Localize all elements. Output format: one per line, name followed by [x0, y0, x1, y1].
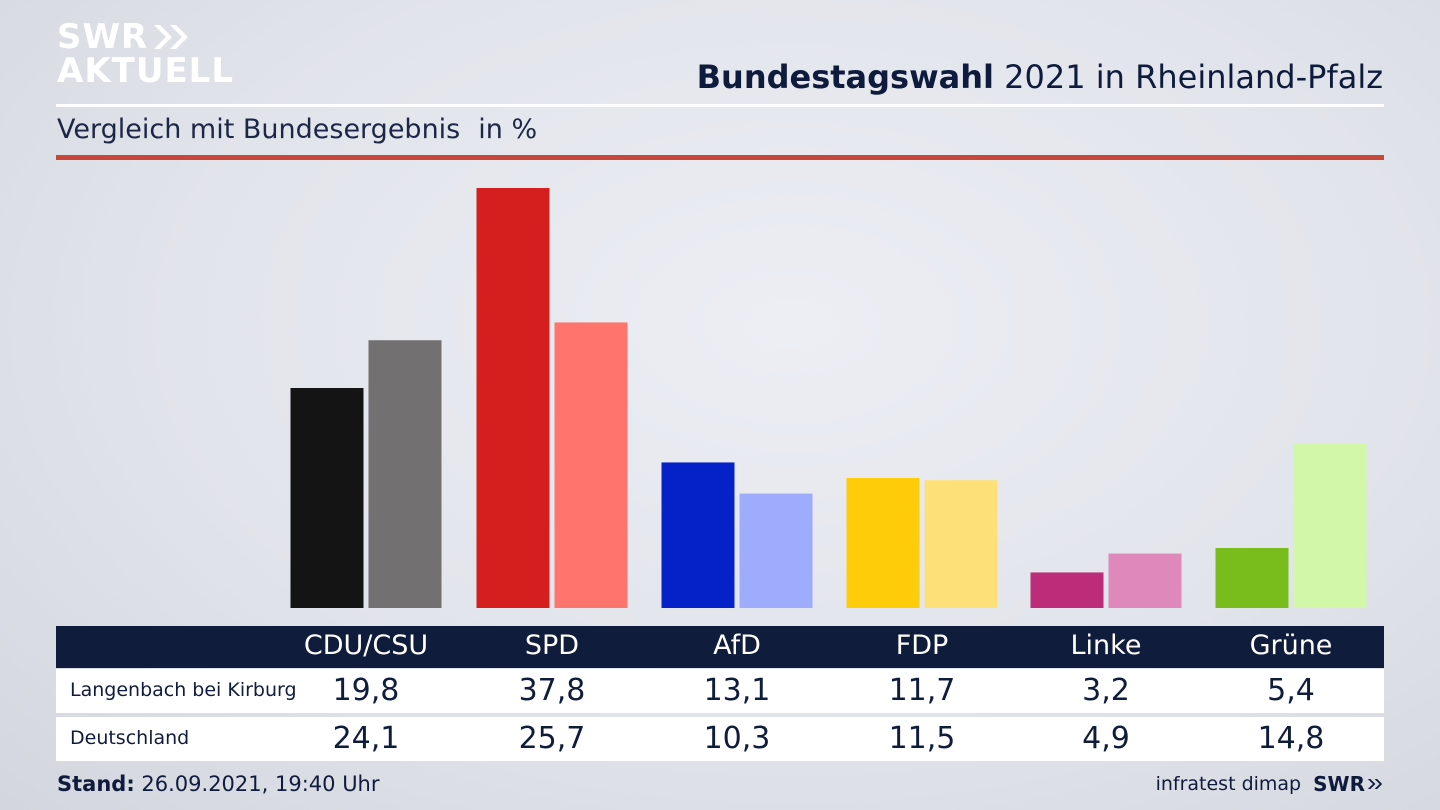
bar-national-0 — [368, 340, 442, 608]
subtitle-text: Vergleich mit Bundesergebnis — [57, 114, 461, 145]
accent-divider — [56, 155, 1384, 160]
chevrons-icon — [1367, 778, 1383, 790]
bar-region-2 — [661, 462, 735, 608]
header-divider — [56, 104, 1384, 107]
swr-aktuell-logo: SWR AKTUELL — [57, 20, 234, 88]
row-label: Deutschland — [70, 727, 190, 749]
logo-line2: AKTUELL — [57, 51, 235, 91]
party-header: Linke — [1070, 630, 1142, 661]
row-label: Langenbach bei Kirburg — [70, 679, 297, 701]
value-cell: 3,2 — [1082, 673, 1130, 708]
logo-line1: SWR — [57, 17, 149, 57]
bar-national-5 — [1293, 443, 1367, 608]
table-row: Deutschland 24,1 25,7 10,3 11,5 4,9 14,8 — [56, 717, 1384, 761]
party-header: AfD — [713, 630, 761, 661]
chart-subtitle: Vergleich mit Bundesergebnis in % — [57, 114, 537, 145]
party-header: Grüne — [1249, 630, 1333, 661]
table-row: Langenbach bei Kirburg 19,8 37,8 13,1 11,7 3… — [56, 669, 1384, 713]
table-header: CDU/CSU SPD AfD FDP Linke Grüne — [56, 626, 1384, 668]
bar-national-3 — [924, 480, 998, 608]
party-header: SPD — [524, 630, 580, 661]
party-header: FDP — [895, 630, 949, 661]
bar-chart — [290, 188, 1367, 608]
value-cell: 4,9 — [1082, 721, 1130, 756]
bar-region-3 — [846, 478, 920, 608]
chevrons-icon — [154, 25, 189, 49]
bar-national-1 — [554, 322, 628, 608]
value-cell: 13,1 — [703, 673, 771, 708]
brand-text: SWR — [1313, 772, 1365, 796]
value-cell: 11,7 — [888, 673, 956, 708]
party-header: CDU/CSU — [303, 630, 429, 661]
value-cell: 24,1 — [332, 721, 400, 756]
stand-value: 26.09.2021, 19:40 Uhr — [141, 772, 380, 796]
source-text: infratest dimap — [1155, 773, 1302, 795]
value-cell: 19,8 — [332, 673, 400, 708]
title-rest: 2021 in Rheinland-Pfalz — [1004, 58, 1383, 96]
bar-region-0 — [290, 388, 364, 608]
bar-national-2 — [739, 493, 813, 608]
stand-label: Stand: — [57, 772, 135, 796]
source-credit: infratest dimap SWR — [1156, 772, 1383, 796]
value-cell: 5,4 — [1267, 673, 1315, 708]
value-cell: 10,3 — [703, 721, 771, 756]
timestamp: Stand: 26.09.2021, 19:40 Uhr — [57, 772, 380, 796]
subtitle-unit: in % — [478, 114, 538, 145]
value-cell: 11,5 — [888, 721, 956, 756]
bar-region-5 — [1215, 548, 1289, 608]
page-title: Bundestagswahl 2021 in Rheinland-Pfalz — [697, 58, 1383, 96]
value-cell: 25,7 — [518, 721, 586, 756]
value-cell: 37,8 — [518, 673, 586, 708]
bar-region-1 — [476, 188, 550, 608]
bar-national-4 — [1108, 553, 1182, 608]
value-cell: 14,8 — [1257, 721, 1325, 756]
bar-region-4 — [1030, 572, 1104, 608]
title-bold: Bundestagswahl — [696, 58, 994, 96]
